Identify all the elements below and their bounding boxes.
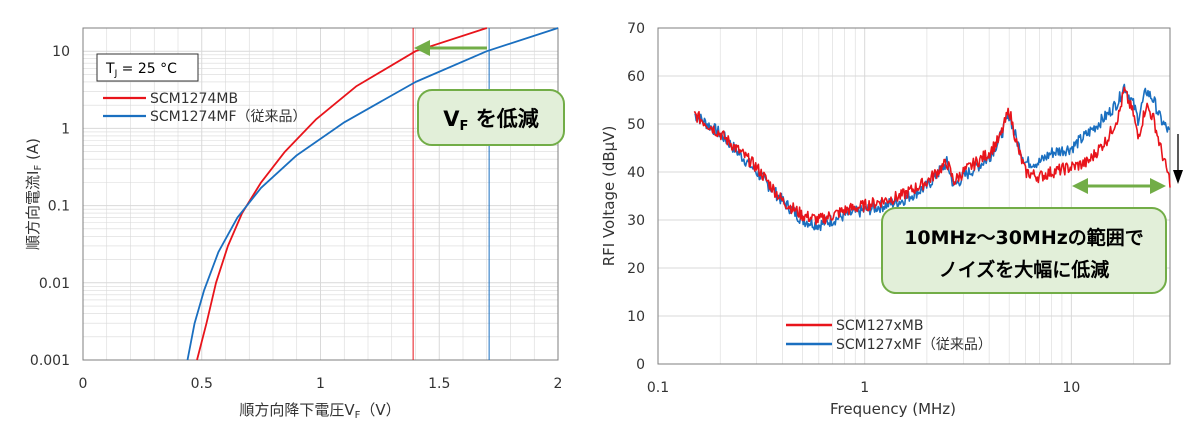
right-legend: SCM127xMB SCM127xMF（従来品） (786, 318, 992, 353)
left-x-tick-label: 0.5 (191, 376, 213, 392)
right-tick-labels: 0.1 1 10 0 10 20 30 40 50 60 70 (627, 21, 1080, 396)
left-plot-frame (82, 27, 559, 361)
right-y-tick-label: 40 (627, 165, 645, 181)
left-legend: SCM1274MB SCM1274MF（従来品） (103, 91, 307, 125)
right-y-tick-label: 70 (627, 21, 645, 37)
right-x-tick-label: 10 (1062, 380, 1080, 396)
series-line-scm1274mf (186, 27, 559, 361)
right-series (693, 83, 1171, 232)
left-y-tick-label: 10 (52, 44, 70, 60)
right-plot-frame (657, 27, 1171, 365)
right-y-tick-label: 10 (627, 309, 645, 325)
right-y-tick-label: 30 (627, 213, 645, 229)
right-x-tick-label: 1 (860, 380, 869, 396)
right-y-tick-label: 0 (636, 357, 645, 373)
left-chart-svg: 0 0.5 1 1.5 2 0.001 0.01 0.1 1 10 TJ = 25 °C SCM1… (24, 27, 565, 421)
right-y-tick-label: 60 (627, 69, 645, 85)
left-y-axis-title: 順方向電流IF (A) (24, 138, 44, 250)
vf-callout: VF を低減 (417, 89, 565, 146)
series-line-scm127xmb (693, 86, 1171, 225)
band-range-arrow (1072, 178, 1166, 194)
right-x-tick-label: 0.1 (647, 380, 669, 396)
svg-text:TJ = 25 °C: TJ = 25 °C (105, 61, 177, 79)
legend-label-scm1274mb: SCM1274MB (150, 91, 238, 107)
left-y-tick-label: 1 (61, 121, 70, 137)
noise-down-arrow (1173, 134, 1183, 184)
right-x-axis-title: Frequency (MHz) (830, 400, 956, 418)
legend-label-scm1274mf: SCM1274MF（従来品） (150, 109, 307, 125)
left-y-tick-label: 0.001 (30, 353, 70, 369)
right-grid (658, 28, 1170, 364)
temperature-label: TJ = 25 °C (96, 53, 199, 82)
left-x-tick-label: 0 (79, 376, 88, 392)
vf-reduction-arrow (414, 40, 487, 56)
series-line-scm127xmf (694, 83, 1171, 232)
left-x-tick-label: 1 (316, 376, 325, 392)
svg-text:VF を低減: VF を低減 (443, 107, 538, 134)
left-tick-labels: 0 0.5 1 1.5 2 0.001 0.01 0.1 1 10 (30, 44, 563, 392)
legend-label-scm127xmb: SCM127xMB (836, 318, 923, 334)
left-series (186, 27, 559, 361)
left-x-axis-title: 順方向降下電圧VF（V） (239, 401, 400, 421)
left-y-tick-label: 0.1 (48, 199, 70, 215)
right-y-tick-label: 50 (627, 117, 645, 133)
noise-callout: 10MHz～30MHzの範囲で ノイズを大幅に低減 (881, 207, 1167, 294)
right-y-axis-title: RFI Voltage (dBμV) (600, 126, 618, 267)
left-y-tick-label: 0.01 (39, 276, 70, 292)
left-x-tick-label: 1.5 (428, 376, 450, 392)
left-x-tick-label: 2 (554, 376, 563, 392)
legend-label-scm127xmf: SCM127xMF（従来品） (836, 337, 992, 353)
noise-callout-line1: 10MHz～30MHzの範囲で (904, 226, 1144, 249)
right-y-tick-label: 20 (627, 261, 645, 277)
series-line-scm1274mb (196, 27, 488, 361)
noise-callout-line2: ノイズを大幅に低減 (939, 258, 1109, 281)
